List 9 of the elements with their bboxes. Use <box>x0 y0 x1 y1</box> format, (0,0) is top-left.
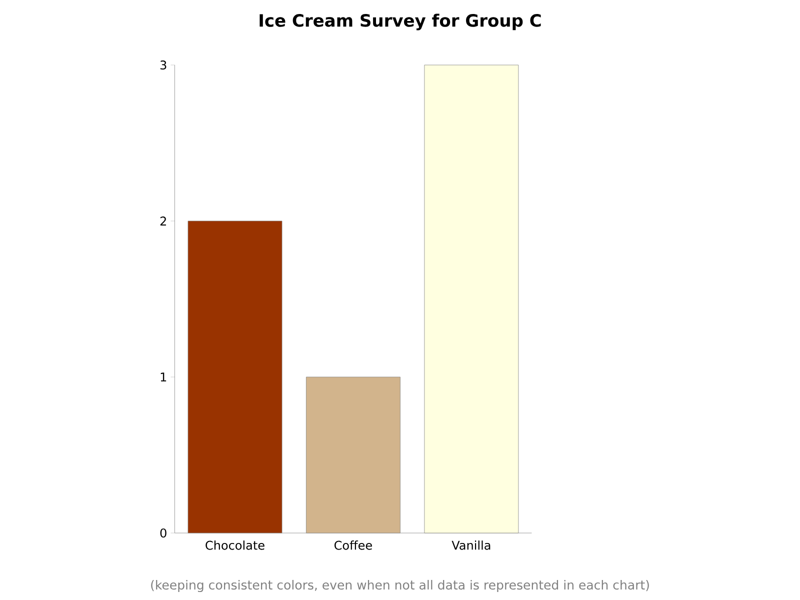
y-tick-label: 1 <box>160 372 166 382</box>
x-tick-label: Chocolate <box>206 540 264 550</box>
y-tick-label: 3 <box>160 60 166 70</box>
x-tick-label: Coffee <box>334 540 372 550</box>
text: (keeping consistent colors, even when not all data is represented in each chart) <box>151 580 649 592</box>
chart-title: Ice Cream Survey for Group C <box>260 14 541 30</box>
y-tick-label: 0 <box>160 528 166 538</box>
x-tick-label: Vanilla <box>452 540 490 550</box>
y-tick-label: 2 <box>160 216 166 226</box>
